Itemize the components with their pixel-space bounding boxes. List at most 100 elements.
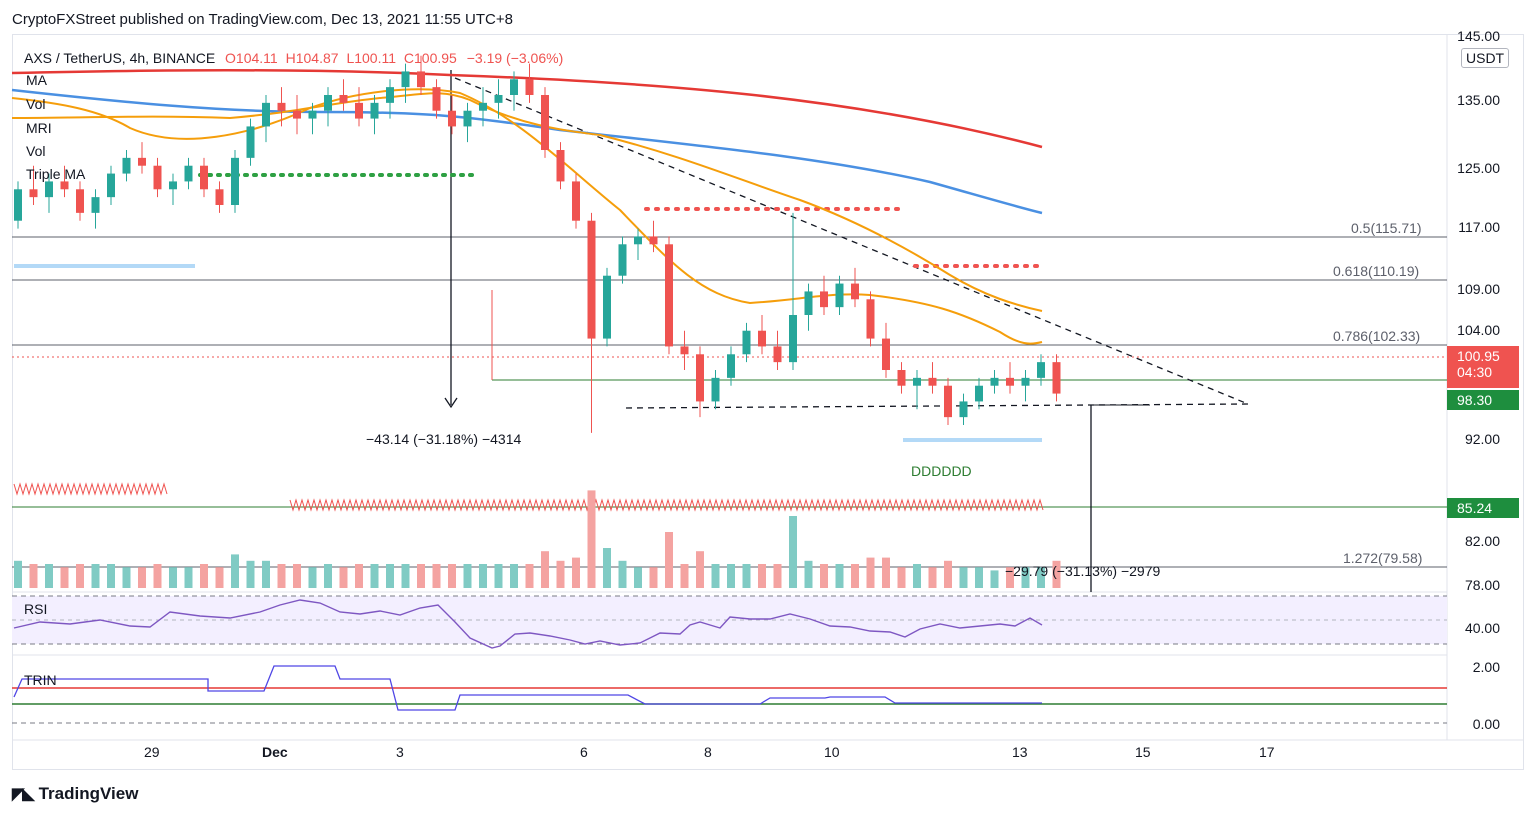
candle-body[interactable] <box>494 95 503 103</box>
candle-body[interactable] <box>587 220 596 339</box>
candle-body[interactable] <box>944 385 952 418</box>
candle-body[interactable] <box>293 110 301 119</box>
candle-body[interactable] <box>696 354 704 402</box>
volume-bar <box>60 567 69 588</box>
indicator-vol-2[interactable]: Vol <box>26 143 46 159</box>
rsi-pane-label[interactable]: RSI <box>24 601 48 617</box>
candle-body[interactable] <box>370 102 379 119</box>
candle-body[interactable] <box>990 377 999 386</box>
candle-body[interactable] <box>913 377 921 386</box>
candle-body[interactable] <box>897 370 906 386</box>
candle-body[interactable] <box>463 110 472 127</box>
candle-body[interactable] <box>231 157 239 205</box>
candle-body[interactable] <box>1037 362 1045 378</box>
candle-body[interactable] <box>122 157 131 174</box>
time-tick: 6 <box>580 744 588 760</box>
symbol-name[interactable]: AXS / TetherUS, 4h, BINANCE <box>24 50 216 66</box>
candle-body[interactable] <box>1006 377 1014 386</box>
candle-body[interactable] <box>789 315 797 363</box>
candle-body[interactable] <box>634 236 642 245</box>
measure-label-1[interactable]: −43.14 (−31.18%) −4314 <box>366 431 522 447</box>
candle-body[interactable] <box>60 181 69 190</box>
candle-body[interactable] <box>959 401 968 418</box>
trin-pane-label[interactable]: TRIN <box>24 672 57 688</box>
candle-body[interactable] <box>866 299 875 339</box>
candle-body[interactable] <box>618 244 627 276</box>
ohlc-open: O104.11 <box>225 50 278 66</box>
time-tick: 29 <box>144 744 160 760</box>
volume-bar <box>45 564 53 588</box>
rsi-line <box>13 599 1043 649</box>
candle-body[interactable] <box>76 189 84 213</box>
candle-body[interactable] <box>727 354 735 378</box>
candle-body[interactable] <box>773 346 782 363</box>
candle-body[interactable] <box>928 377 937 386</box>
candle-body[interactable] <box>169 181 177 190</box>
candle-body[interactable] <box>680 346 689 355</box>
candle-body[interactable] <box>649 236 658 245</box>
candle-body[interactable] <box>308 110 317 119</box>
candle-body[interactable] <box>200 165 208 190</box>
candle-body[interactable] <box>107 173 115 198</box>
candle-body[interactable] <box>603 275 611 339</box>
candle-body[interactable] <box>1021 377 1030 386</box>
candle-body[interactable] <box>665 244 673 347</box>
currency-label[interactable]: USDT <box>1461 48 1510 68</box>
candle-body[interactable] <box>355 102 363 119</box>
volume-bar <box>882 557 890 588</box>
bar-countdown: 04:30 <box>1457 364 1493 380</box>
candle-body[interactable] <box>339 95 348 103</box>
volume-bar <box>804 560 813 588</box>
candle-body[interactable] <box>29 189 38 198</box>
indicator-triple-ma[interactable]: Triple MA <box>26 166 86 182</box>
pattern-label: DDDDDD <box>911 463 972 479</box>
candle-body[interactable] <box>851 283 859 300</box>
descending-trendline[interactable] <box>454 77 1249 405</box>
candle-body[interactable] <box>804 291 813 315</box>
candle-body[interactable] <box>14 189 22 221</box>
candlesticks[interactable] <box>14 55 1061 433</box>
candle-body[interactable] <box>386 87 394 103</box>
candle-body[interactable] <box>742 330 751 355</box>
candle-body[interactable] <box>835 283 844 308</box>
indicator-vol[interactable]: Vol <box>26 96 46 112</box>
candle-body[interactable] <box>45 181 53 198</box>
candle-body[interactable] <box>432 87 441 111</box>
indicator-mri[interactable]: MRI <box>26 120 52 136</box>
volume-bar <box>91 564 100 588</box>
volume-bar <box>897 567 906 588</box>
candle-body[interactable] <box>417 71 425 88</box>
candle-body[interactable] <box>215 189 224 205</box>
candle-body[interactable] <box>510 79 518 95</box>
candle-body[interactable] <box>277 102 286 111</box>
candle-body[interactable] <box>479 102 487 111</box>
volume-bar <box>680 564 689 588</box>
candle-body[interactable] <box>572 181 580 221</box>
indicator-ma[interactable]: MA <box>26 72 47 88</box>
symbol-legend[interactable]: AXS / TetherUS, 4h, BINANCE O104.11 H104… <box>24 50 563 66</box>
volume-bar <box>339 567 348 588</box>
chart-frame[interactable] <box>12 34 1524 770</box>
candle-body[interactable] <box>711 377 720 402</box>
candle-body[interactable] <box>556 150 565 182</box>
candle-body[interactable] <box>246 126 255 158</box>
candle-body[interactable] <box>541 95 549 150</box>
measure-label-2[interactable]: −29.79 (−31.13%) −2979 <box>1005 563 1161 579</box>
candle-body[interactable] <box>138 157 146 166</box>
candle-body[interactable] <box>882 338 890 370</box>
candle-body[interactable] <box>525 79 534 95</box>
triangle-base[interactable] <box>625 403 1249 409</box>
candle-body[interactable] <box>262 102 270 127</box>
candle-body[interactable] <box>448 110 456 127</box>
candle-body[interactable] <box>153 165 162 190</box>
candle-body[interactable] <box>91 197 100 213</box>
candle-body[interactable] <box>324 95 332 111</box>
candle-body[interactable] <box>975 385 983 402</box>
candle-body[interactable] <box>758 330 766 347</box>
tradingview-logo[interactable]: ◤◣ TradingView <box>12 784 138 804</box>
candle-body[interactable] <box>820 291 828 308</box>
candle-body[interactable] <box>401 71 410 88</box>
candle-body[interactable] <box>184 165 193 182</box>
candle-body[interactable] <box>1052 362 1061 394</box>
